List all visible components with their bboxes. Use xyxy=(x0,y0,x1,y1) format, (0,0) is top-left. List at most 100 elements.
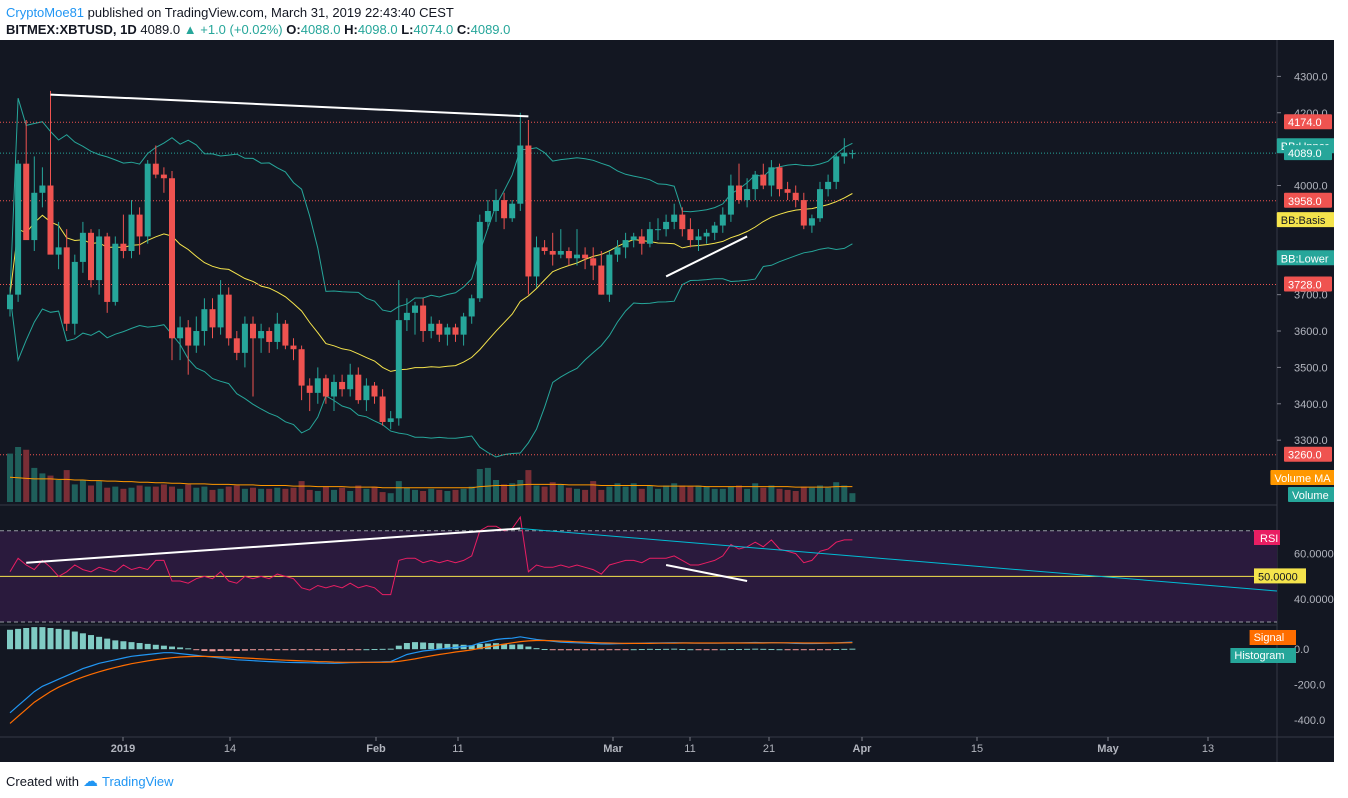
volume-bar xyxy=(71,484,78,502)
macd-legend-label: Signal xyxy=(1254,632,1285,644)
volume-bar xyxy=(15,447,22,502)
macd-legend-badge xyxy=(1249,630,1296,645)
volume-bar xyxy=(428,488,435,502)
candle-body xyxy=(541,247,548,251)
volume-bar xyxy=(687,486,694,502)
macd-histogram-bar xyxy=(784,649,791,651)
volume-bar xyxy=(47,475,54,502)
candle-body xyxy=(266,331,273,342)
candle-body xyxy=(638,236,645,244)
macd-histogram-bar xyxy=(833,649,840,651)
candle-body xyxy=(7,294,13,310)
macd-histogram-bar xyxy=(88,635,94,650)
macd-histogram-bar xyxy=(744,648,751,650)
macd-histogram-bar xyxy=(598,649,605,651)
macd-histogram-bar xyxy=(282,649,289,651)
candle-body xyxy=(23,163,30,241)
candle-body xyxy=(565,250,572,259)
candle-body xyxy=(15,163,22,295)
volume-bar xyxy=(339,487,346,502)
candle-body xyxy=(646,229,653,244)
macd-histogram-bar xyxy=(452,644,459,650)
macd-histogram-bar xyxy=(250,649,256,651)
candle-body xyxy=(47,185,54,255)
macd-histogram-bar xyxy=(314,649,321,651)
candle-body xyxy=(79,232,86,262)
candle-body xyxy=(241,323,248,353)
chart-canvas[interactable]: 4300.04200.04100.04000.03900.03800.03700… xyxy=(0,40,1334,762)
volume-bar xyxy=(557,484,564,502)
candle-body xyxy=(371,385,378,397)
close-value: 4089.0 xyxy=(470,22,511,37)
macd-histogram-bar xyxy=(71,631,78,650)
macd-histogram-bar xyxy=(468,645,475,650)
candle-body xyxy=(355,374,362,401)
chart-header: CryptoMoe81 published on TradingView.com… xyxy=(6,4,510,38)
macd-histogram-bar xyxy=(719,649,726,651)
volume-bar xyxy=(646,485,653,502)
volume-bar xyxy=(225,486,232,502)
volume-bar xyxy=(792,491,799,502)
macd-histogram-bar xyxy=(241,649,248,651)
time-tick-label: 2019 xyxy=(111,743,135,755)
candle-body xyxy=(655,229,661,231)
candle-body xyxy=(363,385,370,401)
volume-bar xyxy=(703,486,710,502)
candle-body xyxy=(460,316,467,335)
volume-bar xyxy=(403,487,410,502)
candle-body xyxy=(347,374,354,390)
volume-bar xyxy=(274,487,281,502)
volume-bar xyxy=(347,491,354,502)
price-trendline xyxy=(50,93,529,118)
candle-body xyxy=(800,200,807,226)
volume-bar xyxy=(752,483,759,502)
volume-bar xyxy=(808,487,815,502)
time-tick-label: Mar xyxy=(603,743,623,755)
candle-body xyxy=(825,181,832,190)
volume-bar xyxy=(298,481,305,502)
ohlc-line: BITMEX:XBTUSD, 1D 4089.0 ▲ +1.0 (+0.02%)… xyxy=(6,21,510,38)
volume-bar xyxy=(760,487,767,502)
volume-bar xyxy=(565,487,572,502)
candle-body xyxy=(760,174,767,186)
volume-bar xyxy=(185,484,192,502)
price-label-badge xyxy=(1284,192,1332,208)
macd-histogram-bar xyxy=(96,636,103,650)
volume-bar xyxy=(160,484,167,502)
macd-histogram-bar xyxy=(817,649,823,651)
volume-bar xyxy=(420,491,427,502)
candle-body xyxy=(792,192,799,201)
macd-histogram-bar xyxy=(55,628,62,650)
time-tick-label: 11 xyxy=(452,743,463,755)
macd-histogram-bar xyxy=(614,649,621,651)
bb-lower-line xyxy=(9,243,853,458)
candle-body xyxy=(160,174,167,179)
macd-histogram-bar xyxy=(760,648,767,650)
macd-histogram-bar xyxy=(768,649,775,651)
change-value: +1.0 (+0.02%) xyxy=(200,22,283,37)
macd-histogram-bar xyxy=(104,638,111,650)
macd-histogram-bar xyxy=(501,643,508,650)
tradingview-brand[interactable]: TradingView xyxy=(101,773,174,789)
volume-bar xyxy=(630,483,637,502)
volume-bar xyxy=(736,485,742,502)
macd-histogram-bar xyxy=(493,643,499,650)
bb-basis-line xyxy=(9,193,853,372)
candle-body xyxy=(476,221,483,299)
volume-bar xyxy=(250,487,256,502)
price-label-text: 3260.0 xyxy=(1288,450,1322,462)
macd-histogram-bar xyxy=(841,648,848,650)
candle-body xyxy=(744,189,751,201)
macd-histogram-bar xyxy=(565,649,572,651)
candle-body xyxy=(225,294,232,339)
candle-body xyxy=(339,381,346,390)
candle-body xyxy=(144,163,151,237)
candle-body xyxy=(808,218,815,226)
volume-bar xyxy=(31,467,38,502)
volume-bar xyxy=(606,486,613,502)
macd-tick-label: 0.0 xyxy=(1294,644,1309,656)
macd-histogram-bar xyxy=(201,649,208,651)
price-label-badge xyxy=(1276,212,1334,228)
macd-histogram-bar xyxy=(225,649,232,651)
author-link[interactable]: CryptoMoe81 xyxy=(6,5,85,20)
